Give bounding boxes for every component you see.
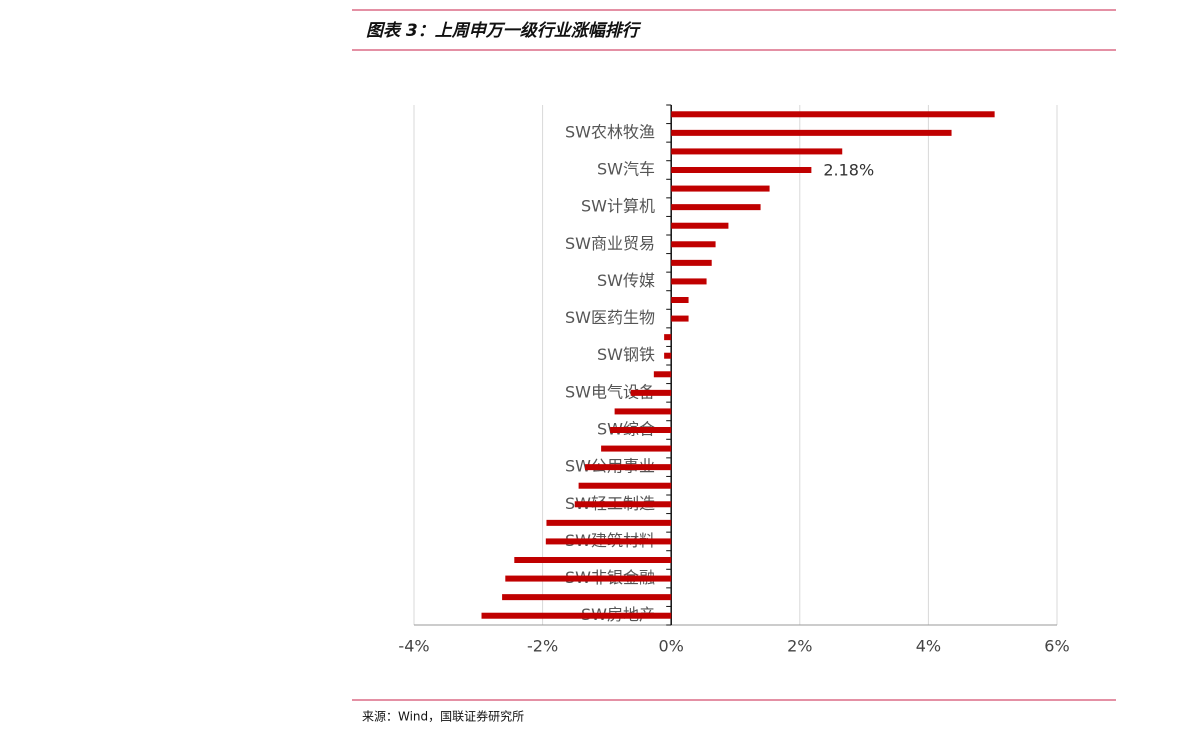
bar xyxy=(505,575,672,582)
bar xyxy=(610,427,672,433)
y-tick-label: SW电气设备 xyxy=(565,382,655,401)
chart-title: 图表 3：上周申万一级行业涨幅排行 xyxy=(366,21,642,41)
bar xyxy=(671,111,995,118)
bar xyxy=(574,501,672,508)
x-tick-label: -4% xyxy=(398,637,429,656)
bar xyxy=(664,352,672,359)
bar xyxy=(671,148,843,155)
y-tick-label: SW医药生物 xyxy=(565,308,655,327)
bar xyxy=(502,594,672,601)
bar xyxy=(671,204,761,211)
bar xyxy=(671,315,689,322)
bar xyxy=(671,222,729,229)
bar xyxy=(671,241,716,248)
y-tick-label: SW商业贸易 xyxy=(565,234,655,253)
y-tick-label: SW农林牧渔 xyxy=(565,122,655,141)
bar xyxy=(671,297,689,303)
x-tick-label: 4% xyxy=(916,637,941,656)
bar xyxy=(671,167,812,173)
bar xyxy=(578,482,672,489)
bar xyxy=(664,334,672,341)
bar xyxy=(545,538,672,545)
x-tick-label: 6% xyxy=(1044,637,1069,656)
bar xyxy=(671,185,770,192)
bar xyxy=(671,278,707,285)
bar xyxy=(653,371,672,378)
bar xyxy=(630,389,672,396)
bar xyxy=(585,464,672,471)
x-tick-label: -2% xyxy=(527,637,558,656)
source-note: 来源：Wind，国联证券研究所 xyxy=(362,709,524,724)
y-tick-label: SW汽车 xyxy=(597,160,655,179)
bar xyxy=(481,612,672,619)
bar xyxy=(614,408,672,415)
bar xyxy=(514,557,672,563)
x-tick-label: 0% xyxy=(659,637,684,656)
x-tick-label: 2% xyxy=(787,637,812,656)
bar xyxy=(671,129,952,136)
bar xyxy=(601,445,672,452)
y-tick-label: SW传媒 xyxy=(597,271,655,290)
data-label: 2.18% xyxy=(823,161,874,180)
bar xyxy=(546,519,672,526)
y-tick-label: SW计算机 xyxy=(581,197,655,216)
y-tick-label: SW钢铁 xyxy=(597,345,655,364)
bar xyxy=(671,259,712,266)
